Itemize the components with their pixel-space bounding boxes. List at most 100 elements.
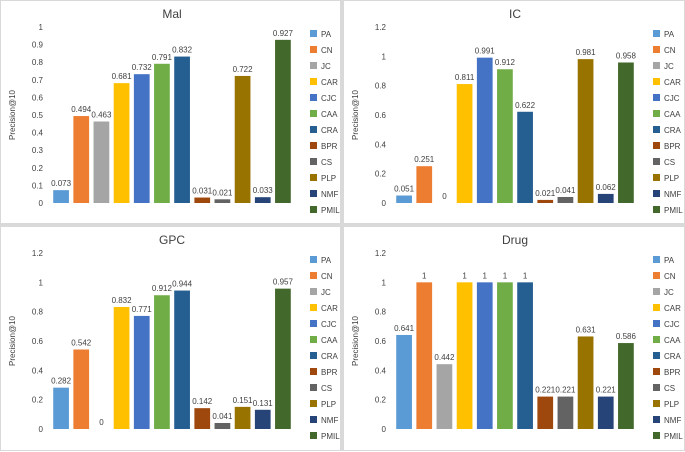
chart-panel-ic: IC Precision@10 0 0.2 0.4 0.6 0.8 1 1.2 0.051 0.25… [343,0,685,224]
legend-swatch-cn [310,272,317,279]
legend-swatch-caa [310,110,317,117]
legend-label-cjc: CJC [664,320,680,329]
bar-cn [416,166,433,203]
legend-swatch-pmil [653,432,660,439]
y-tick-label: 0.4 [32,366,44,375]
legend-label-jc: JC [321,288,331,297]
data-label-pa: 0.051 [394,185,415,194]
bar-nmf [597,396,614,429]
legend-label-plp: PLP [664,400,679,409]
bar-car [113,83,130,203]
legend-swatch-car [310,78,317,85]
legend-swatch-cjc [653,94,660,101]
bar-cs [557,196,574,203]
y-tick-label: 0.1 [32,181,44,190]
y-tick-label: 0.2 [375,396,387,405]
bar-cs [557,396,574,429]
data-label-caa: 0.912 [495,58,516,67]
legend-label-pa: PA [664,30,675,39]
bar-nmf [254,409,271,429]
y-tick-label: 0.2 [32,164,44,173]
legend-swatch-jc [653,288,660,295]
legend-swatch-bpr [310,142,317,149]
legend-label-pmil: PMIL [664,432,683,441]
bar-cra [517,282,533,429]
data-label-pmil: 0.927 [273,29,294,38]
legend-swatch-pa [653,256,660,263]
chart-svg-gpc: GPC Precision@10 0 0.2 0.4 0.6 0.8 1 1.2 0.282 0.5… [8,233,340,441]
bar-caa [154,63,170,204]
legend-label-pmil: PMIL [321,206,340,215]
bar-jc [93,121,110,203]
legend-label-pmil: PMIL [321,432,340,441]
data-label-bpr: 0.142 [192,397,213,406]
legend-label-cs: CS [321,384,332,393]
chart-panel-gpc: GPC Precision@10 0 0.2 0.4 0.6 0.8 1 1.2 0.282 0.5… [0,226,341,451]
bar-caa [497,282,513,429]
legend-label-bpr: BPR [321,142,338,151]
data-label-cn: 0.494 [71,105,92,114]
legend-swatch-bpr [653,142,660,149]
data-label-jc: 0.463 [91,111,112,120]
y-tick-label: 0.8 [375,308,387,317]
bar-pa [53,387,69,429]
chart-title-drug: Drug [502,233,528,247]
bar-bpr [537,199,554,203]
legend-swatch-plp [653,400,660,407]
bar-cs [214,199,231,203]
bar-pa [396,334,412,429]
legend-label-nmf: NMF [664,190,681,199]
legend-swatch-caa [310,336,317,343]
bar-pmil [275,39,291,204]
bar-cjc [476,57,493,203]
legend-label-bpr: BPR [321,368,338,377]
y-tick-label: 0.4 [375,140,387,149]
legend-swatch-pa [310,30,317,37]
legend-label-nmf: NMF [321,190,338,199]
y-tick-label: 0.6 [32,337,44,346]
y-tick-label: 0.6 [375,111,387,120]
data-label-cra: 1 [523,271,528,280]
bar-plp [234,406,251,429]
legend-label-car: CAR [664,78,681,87]
data-label-plp: 0.981 [576,48,597,57]
bar-jc [436,364,453,429]
data-label-cjc: 0.732 [132,63,153,72]
bar-pa [53,190,69,203]
legend-label-cjc: CJC [321,320,337,329]
legend-label-jc: JC [664,288,674,297]
y-tick-label: 1 [39,278,44,287]
chart-panel-mal: Mal Precision@10 0 0.1 0.2 0.3 0.4 0.5 0.6 0.7 0.8… [0,0,341,224]
bar-caa [497,69,513,204]
data-label-cn: 0.251 [414,155,435,164]
bar-cn [73,349,90,429]
legend-swatch-plp [653,174,660,181]
bar-bpr [537,396,554,429]
legend-label-cn: CN [664,272,676,281]
y-tick-label: 0.6 [375,337,387,346]
data-label-plp: 0.722 [233,65,254,74]
legend-swatch-pmil [653,206,660,213]
bar-nmf [254,197,271,203]
bar-car [456,84,473,203]
legend-swatch-cra [310,126,317,133]
legend-swatch-nmf [310,416,317,423]
y-tick-label: 1 [382,278,387,287]
y-tick-label: 0.4 [32,129,44,138]
data-label-pmil: 0.957 [273,278,294,287]
data-label-bpr: 0.221 [535,386,556,395]
legend-label-cn: CN [321,272,333,281]
data-label-caa: 0.912 [152,284,173,293]
legend-swatch-cn [653,272,660,279]
y-tick-label: 0.9 [32,41,44,50]
y-tick-label: 0.2 [375,170,387,179]
bar-pmil [618,62,634,203]
bar-plp [577,336,594,429]
legend-label-bpr: BPR [664,368,681,377]
bar-cjc [476,282,493,429]
y-axis-label-drug: Precision@10 [351,315,360,365]
y-tick-label: 1 [382,52,387,61]
bar-plp [234,75,251,203]
data-label-jc: 0 [99,418,104,427]
data-label-jc: 0.442 [434,353,455,362]
